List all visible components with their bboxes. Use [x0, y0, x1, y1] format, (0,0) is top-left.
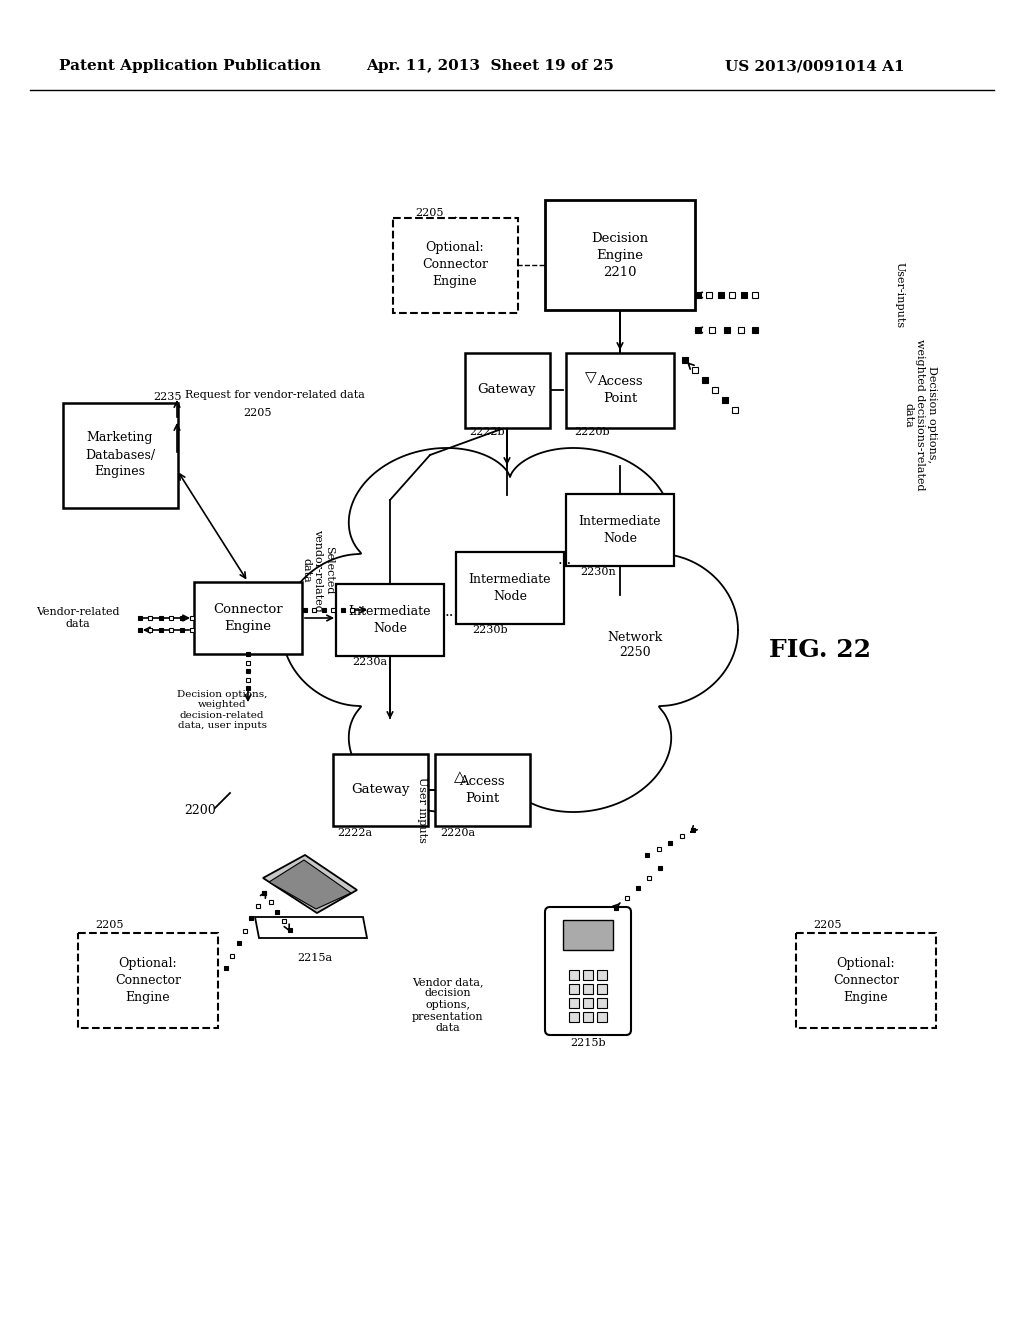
Bar	[465, 352, 550, 428]
Bar	[566, 352, 674, 428]
Bar	[434, 754, 529, 826]
Text: Gateway: Gateway	[478, 384, 537, 396]
Bar	[569, 970, 579, 979]
Text: 2230n: 2230n	[581, 568, 615, 577]
Text: 2205: 2205	[244, 408, 272, 418]
Bar	[545, 201, 695, 310]
Bar	[583, 1012, 593, 1022]
Polygon shape	[255, 917, 367, 939]
Text: 2235: 2235	[154, 392, 182, 403]
Bar	[78, 932, 218, 1027]
Polygon shape	[282, 447, 738, 812]
Text: Access
Point: Access Point	[459, 775, 505, 805]
Bar	[597, 1012, 607, 1022]
Text: Request for vendor-related data: Request for vendor-related data	[185, 389, 365, 400]
Text: FIG. 22: FIG. 22	[769, 638, 871, 663]
Text: Intermediate
Node: Intermediate Node	[469, 573, 551, 603]
Bar	[583, 998, 593, 1008]
Text: 2215b: 2215b	[570, 1038, 606, 1048]
Text: Intermediate
Node: Intermediate Node	[579, 515, 662, 545]
Bar	[597, 998, 607, 1008]
Text: 2205: 2205	[416, 209, 444, 218]
Text: 2220b: 2220b	[574, 426, 610, 437]
Text: User-inputs: User-inputs	[895, 261, 905, 329]
Bar	[569, 1012, 579, 1022]
Bar	[62, 403, 177, 507]
Text: Network
2250: Network 2250	[607, 631, 663, 659]
FancyBboxPatch shape	[545, 907, 631, 1035]
Text: Connector
Engine: Connector Engine	[213, 603, 283, 634]
Text: 2205: 2205	[96, 920, 124, 931]
Text: User inputs: User inputs	[417, 777, 427, 843]
Bar	[796, 932, 936, 1027]
Text: ▽: ▽	[585, 371, 597, 385]
Text: 2220a: 2220a	[440, 828, 475, 838]
Text: Intermediate
Node: Intermediate Node	[349, 605, 431, 635]
Bar	[194, 582, 302, 653]
Text: △: △	[454, 770, 466, 784]
Bar	[336, 583, 444, 656]
Bar	[566, 494, 674, 566]
Bar	[597, 970, 607, 979]
Polygon shape	[263, 855, 357, 913]
Text: Access
Point: Access Point	[597, 375, 643, 405]
Bar	[583, 970, 593, 979]
Bar	[333, 754, 427, 826]
Text: Patent Application Publication: Patent Application Publication	[59, 59, 321, 73]
Text: 2200: 2200	[184, 804, 216, 817]
Text: US 2013/0091014 A1: US 2013/0091014 A1	[725, 59, 905, 73]
Text: Vendor data,
decision
options,
presentation
data: Vendor data, decision options, presentat…	[413, 977, 483, 1034]
Text: Gateway: Gateway	[351, 784, 410, 796]
Text: Optional:
Connector
Engine: Optional: Connector Engine	[833, 957, 899, 1003]
Bar	[583, 983, 593, 994]
Bar	[456, 552, 564, 624]
Bar	[597, 983, 607, 994]
Text: 2230a: 2230a	[352, 657, 387, 667]
Bar	[392, 218, 517, 313]
Text: Apr. 11, 2013  Sheet 19 of 25: Apr. 11, 2013 Sheet 19 of 25	[366, 59, 614, 73]
Text: Decision
Engine
2210: Decision Engine 2210	[592, 231, 648, 279]
Text: 2230b: 2230b	[472, 624, 508, 635]
Text: 2222b: 2222b	[469, 426, 505, 437]
Text: Optional:
Connector
Engine: Optional: Connector Engine	[115, 957, 181, 1003]
Bar	[569, 998, 579, 1008]
Text: ...: ...	[444, 605, 459, 619]
Text: Vendor-related
data: Vendor-related data	[36, 607, 120, 628]
Text: 2222a: 2222a	[338, 828, 373, 838]
Text: Decision options,
weighted decisions-related
data: Decision options, weighted decisions-rel…	[903, 339, 937, 491]
Text: Marketing
Databases/
Engines: Marketing Databases/ Engines	[85, 432, 155, 479]
Text: Decision options,
weighted
decision-related
data, user inputs: Decision options, weighted decision-rela…	[177, 690, 267, 730]
Bar	[569, 983, 579, 994]
Text: 2205: 2205	[814, 920, 843, 931]
Text: Selected
vendor-related
data: Selected vendor-related data	[301, 528, 335, 611]
Polygon shape	[269, 861, 351, 909]
Text: ...: ...	[558, 553, 572, 568]
Text: Optional:
Connector
Engine: Optional: Connector Engine	[422, 242, 488, 289]
Text: 2215a: 2215a	[297, 953, 333, 964]
Bar	[563, 920, 613, 950]
